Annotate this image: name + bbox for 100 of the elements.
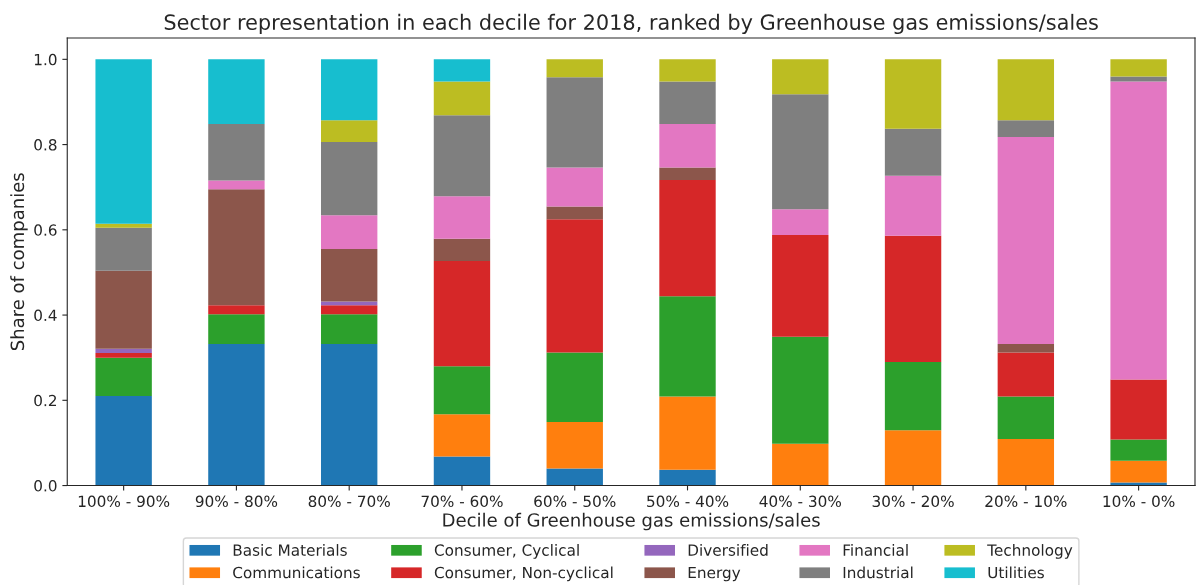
bar <box>433 59 491 82</box>
bar <box>659 124 716 168</box>
x-tick-label: 50% - 40% <box>647 495 729 508</box>
bar <box>208 59 265 125</box>
bar <box>1110 59 1167 77</box>
bar <box>433 115 491 197</box>
y-tick-label: 0.4 <box>34 309 57 322</box>
bar <box>321 301 378 306</box>
legend-label: Basic Materials <box>233 544 347 556</box>
bar <box>433 366 491 415</box>
x-tick-label: 70% - 60% <box>421 495 503 508</box>
x-tick-label: 30% - 20% <box>872 495 954 508</box>
bar <box>321 305 378 315</box>
bar <box>546 59 603 78</box>
bar <box>659 167 716 180</box>
bar <box>772 443 829 486</box>
legend-label: Energy <box>688 566 741 582</box>
legend-label: Consumer, Non-cyclical <box>434 566 613 582</box>
bar <box>997 120 1055 137</box>
x-tick-label: 20% - 10% <box>985 495 1067 508</box>
legend-label: Consumer, Cyclical <box>434 544 579 559</box>
bar <box>433 260 491 367</box>
bar <box>884 175 942 236</box>
chart-title: Sector representation in each decile for 2018, ranked by Greenhouse gas emissions/sales <box>164 13 1098 35</box>
bar <box>659 81 716 125</box>
bar <box>546 352 603 423</box>
bar <box>95 396 152 486</box>
bar <box>546 219 603 353</box>
bar <box>659 469 716 486</box>
legend-label: Communications <box>233 566 360 579</box>
bar <box>433 414 491 457</box>
bar <box>772 336 829 444</box>
bar <box>95 353 152 358</box>
legend-label: Utilities <box>988 566 1044 579</box>
bar <box>997 344 1055 353</box>
bar <box>95 270 152 349</box>
y-axis-title: Share of companies <box>10 173 28 351</box>
y-tick-label: 0.6 <box>34 224 57 236</box>
bar <box>772 234 829 337</box>
x-tick-label: 80% - 70% <box>308 495 390 508</box>
x-tick-label: 10% - 0% <box>1103 495 1175 508</box>
bar <box>321 314 378 345</box>
bar <box>659 59 716 82</box>
bar <box>1110 379 1167 440</box>
y-tick-label: 0.0 <box>34 480 57 492</box>
bar <box>772 94 829 210</box>
bar <box>433 81 491 116</box>
x-tick-label: 40% - 30% <box>759 495 842 508</box>
bar <box>997 59 1055 121</box>
bar <box>884 59 942 129</box>
y-tick-label: 0.8 <box>34 139 57 151</box>
legend-label: Financial <box>843 544 908 556</box>
bar <box>884 235 942 362</box>
bar <box>208 124 265 181</box>
bar <box>997 136 1055 345</box>
bar <box>95 227 152 271</box>
x-tick-label: 90% - 80% <box>195 495 278 508</box>
y-tick-label: 1.0 <box>34 53 57 66</box>
bar <box>208 180 265 190</box>
legend-label: Industrial <box>843 566 913 579</box>
x-tick-label: 60% - 50% <box>534 495 616 508</box>
bar <box>884 128 942 176</box>
bar <box>884 430 942 486</box>
bar <box>997 396 1055 440</box>
bar <box>321 142 378 216</box>
legend-label: Technology <box>987 544 1073 559</box>
bar <box>659 396 716 470</box>
bar <box>1110 460 1167 483</box>
bar <box>208 189 265 306</box>
legend-label: Diversified <box>688 544 768 556</box>
bar <box>433 238 491 261</box>
x-axis-title: Decile of Greenhouse gas emissions/sales <box>443 512 820 531</box>
y-tick-label: 0.2 <box>34 394 56 407</box>
bar <box>95 223 152 228</box>
bar <box>95 59 152 224</box>
bar <box>95 357 152 397</box>
bar <box>1110 76 1167 82</box>
bar <box>321 249 378 302</box>
bar <box>659 179 716 297</box>
bar <box>546 422 603 469</box>
bar <box>546 77 603 168</box>
bar <box>208 305 265 315</box>
bar <box>208 314 265 345</box>
bar <box>546 468 603 486</box>
bar <box>95 348 152 353</box>
bar <box>321 215 378 249</box>
bar <box>321 59 378 121</box>
bar <box>772 209 829 235</box>
bar <box>321 344 378 486</box>
bar <box>1110 439 1167 461</box>
bar <box>772 59 829 95</box>
x-tick-label: 100% - 90% <box>78 495 170 508</box>
bar <box>546 206 603 220</box>
bar <box>997 352 1055 397</box>
bar <box>546 167 603 207</box>
bar <box>997 439 1055 486</box>
bar <box>884 361 942 431</box>
bar <box>433 456 491 486</box>
bar <box>321 120 378 143</box>
bar <box>208 344 265 486</box>
